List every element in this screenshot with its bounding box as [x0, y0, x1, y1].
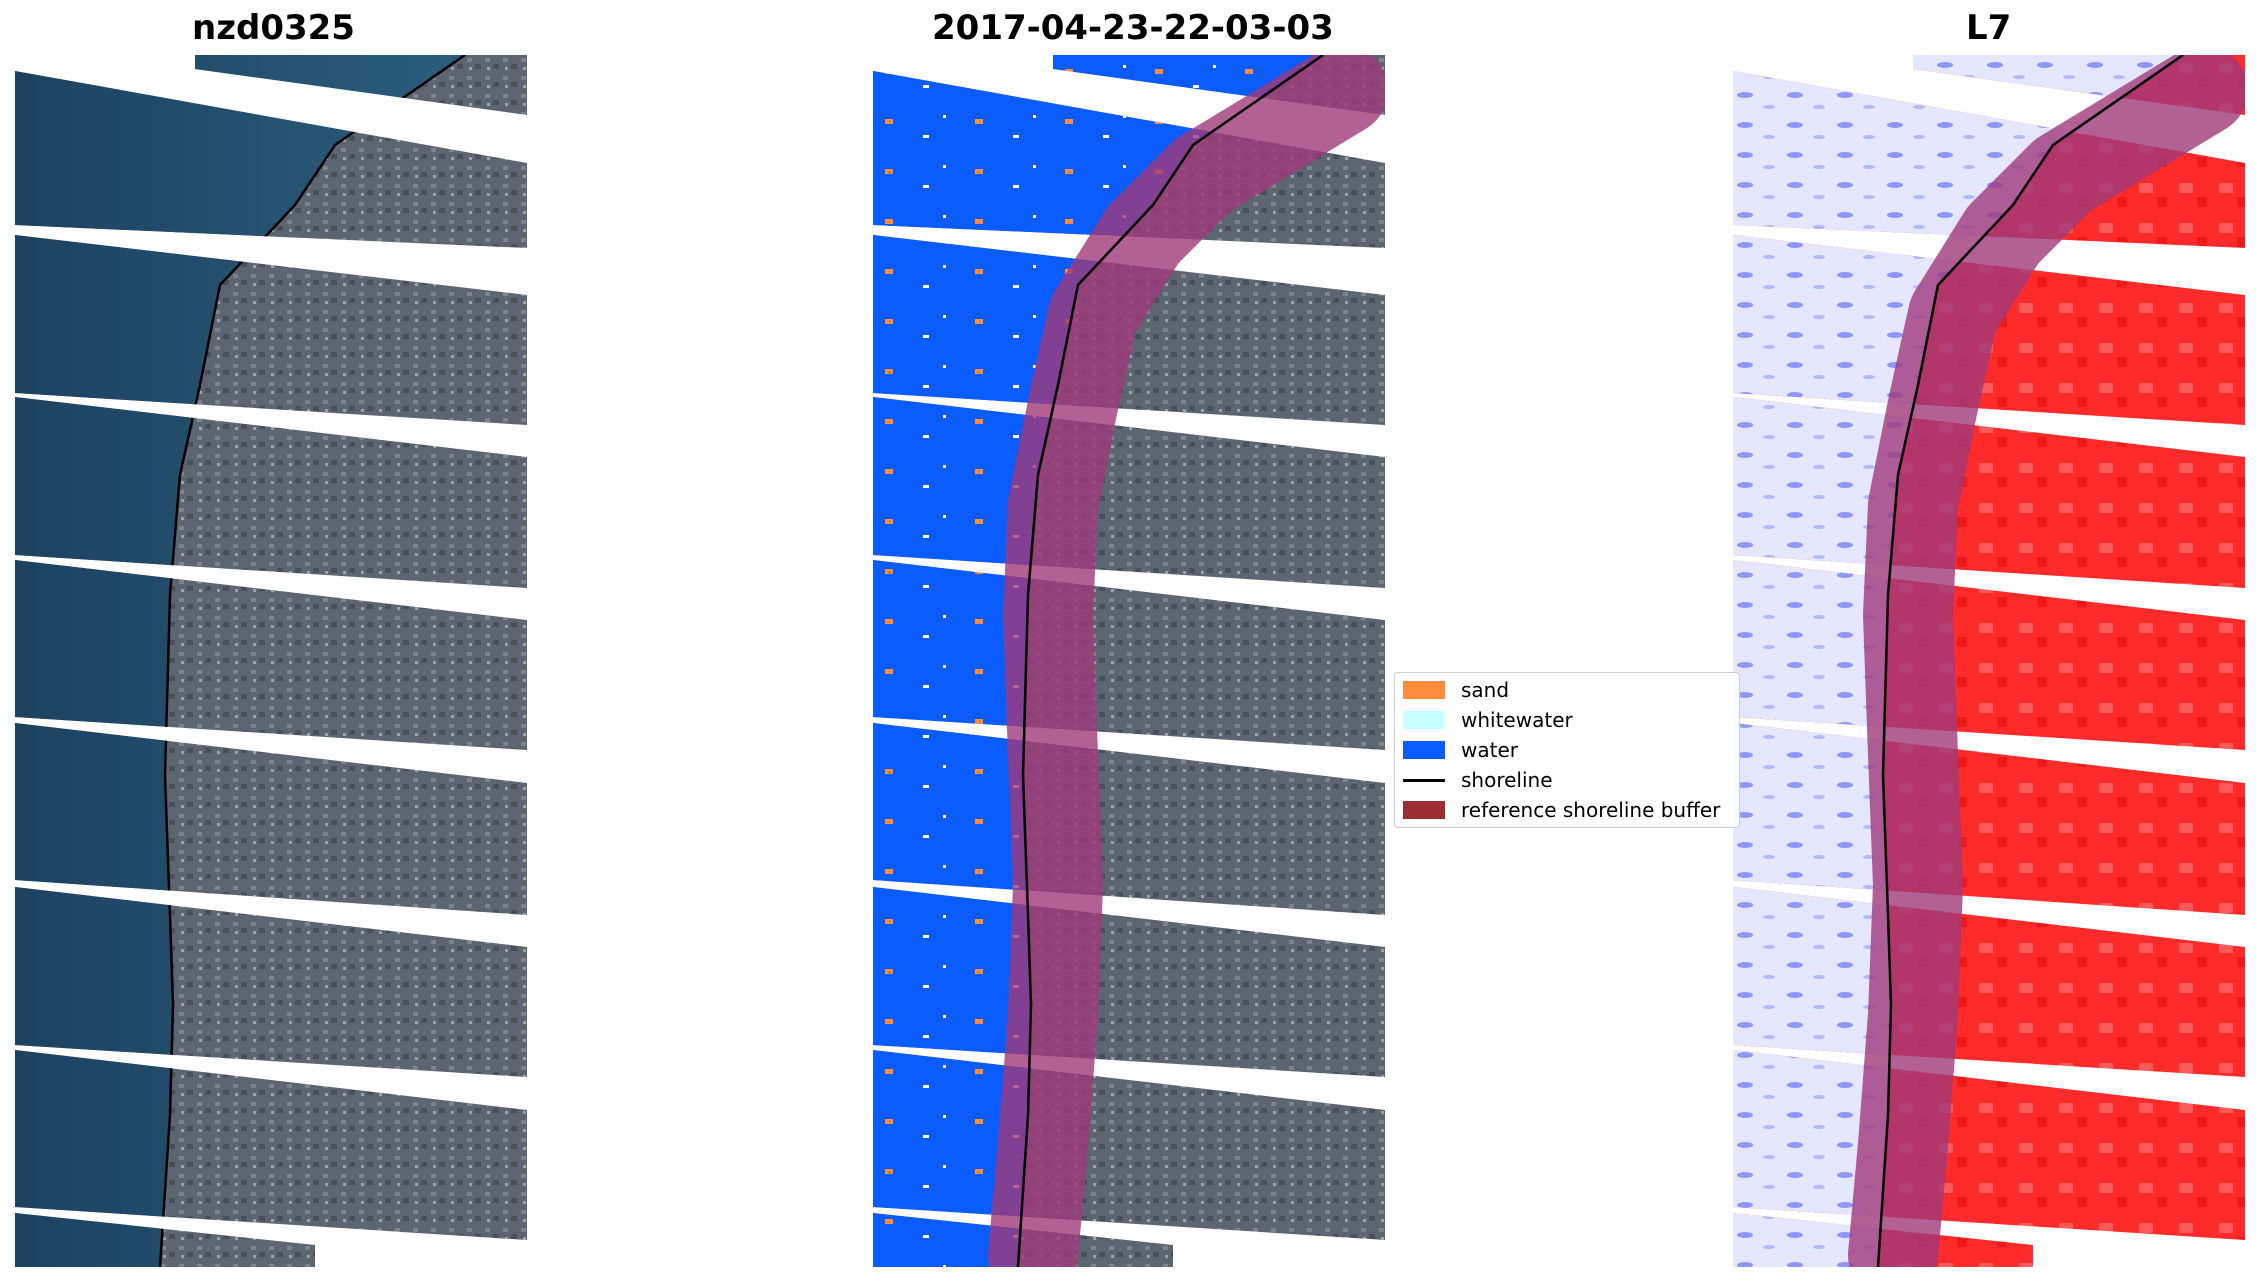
left-panel-title: nzd0325 [192, 8, 355, 48]
buffer-swatch [1403, 801, 1445, 819]
legend-label: shoreline [1461, 768, 1553, 792]
legend-label: sand [1461, 678, 1510, 702]
legend-item-shoreline: shoreline [1403, 767, 1553, 793]
legend-item-sand: sand [1403, 677, 1509, 703]
legend-label: water [1461, 738, 1518, 762]
legend-item-whitewater: whitewater [1403, 707, 1573, 733]
index-image [1733, 55, 2245, 1267]
water-swatch [1403, 741, 1445, 759]
rgb-image [15, 55, 527, 1267]
legend-item-reference-buffer: reference shoreline buffer [1403, 797, 1720, 823]
legend-label: reference shoreline buffer [1461, 798, 1721, 822]
sand-swatch [1403, 681, 1445, 699]
legend: sand whitewater water shoreline referenc… [1394, 672, 1740, 828]
legend-item-water: water [1403, 737, 1518, 763]
classification-panel [873, 55, 1385, 1267]
index-panel [1733, 55, 2245, 1267]
reference-shoreline-buffer [988, 55, 1385, 1267]
whitewater-swatch [1403, 711, 1445, 729]
classification-image [873, 55, 1385, 1267]
legend-label: whitewater [1461, 708, 1573, 732]
middle-panel-title: 2017-04-23-22-03-03 [932, 8, 1334, 48]
right-panel-title: L7 [1966, 8, 2012, 48]
rgb-image-panel [15, 55, 527, 1267]
shoreline-line-swatch [1403, 778, 1445, 782]
